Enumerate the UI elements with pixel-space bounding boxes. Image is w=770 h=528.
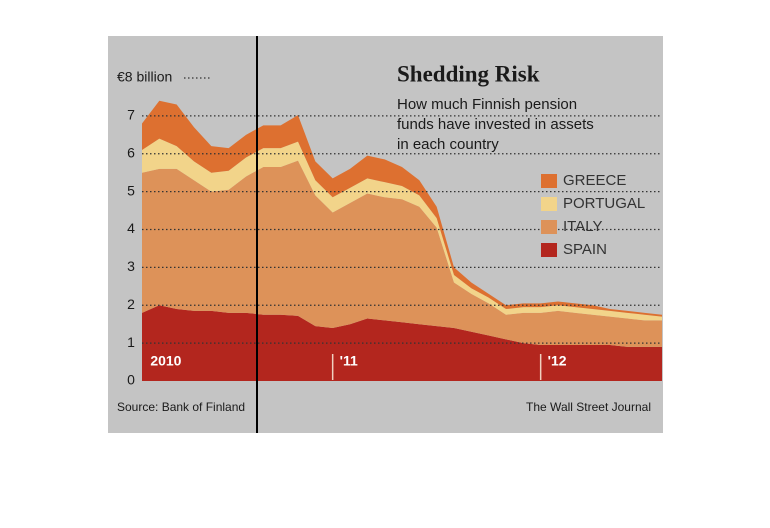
legend-label: PORTUGAL	[563, 195, 645, 212]
legend-swatch	[541, 220, 557, 234]
legend-label: GREECE	[563, 172, 626, 189]
y-tick-label: 3	[127, 258, 135, 274]
y-tick-label: 7	[127, 107, 135, 123]
y-tick-label: 1	[127, 334, 135, 350]
legend-label: SPAIN	[563, 241, 607, 258]
y-tick-label: 4	[127, 220, 135, 236]
y-tick-label: 5	[127, 182, 135, 198]
credit: The Wall Street Journal	[526, 400, 651, 414]
legend-swatch	[541, 197, 557, 211]
legend-label: ITALY	[563, 218, 602, 235]
subtitle: funds have invested in assets	[397, 116, 594, 133]
area	[142, 160, 662, 347]
x-tick-label: '12	[548, 353, 567, 369]
y-tick-label: 0	[127, 372, 135, 388]
source: Source: Bank of Finland	[117, 400, 245, 414]
y-tick-label: 6	[127, 144, 135, 160]
legend-swatch	[541, 174, 557, 188]
y-tick-label: 2	[127, 296, 135, 312]
subtitle: How much Finnish pension	[397, 96, 577, 113]
x-tick-label: 2010	[150, 353, 181, 369]
x-tick-label: '11	[340, 353, 358, 369]
y-tick-label: €8 billion	[117, 69, 172, 85]
legend-swatch	[541, 243, 557, 257]
subtitle: in each country	[397, 136, 499, 153]
chart-title: Shedding Risk	[397, 61, 540, 86]
